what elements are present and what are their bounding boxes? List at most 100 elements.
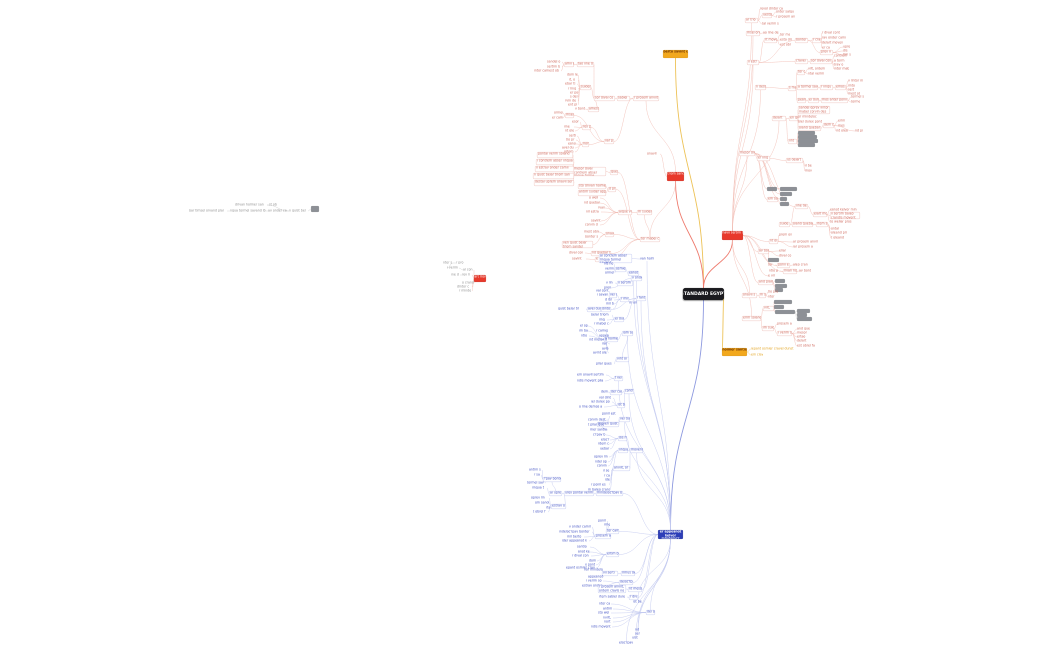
mindmap-node[interactable]: corvin [596,463,607,468]
mindmap-node[interactable]: int olea [835,128,848,133]
mindmap-node[interactable]: r minde [458,288,472,293]
mindmap-node[interactable]: serti [568,133,577,138]
mindmap-node[interactable]: mos anter ponil [820,97,848,103]
mindmap-node[interactable]: tim s [842,52,851,57]
mindmap-node[interactable]: delart moven [821,40,844,45]
mindmap-node[interactable]: oland quebar [797,125,821,131]
branch-root-node[interactable]: berto savint oleand primus [662,49,688,58]
mindmap-node[interactable]: n quist bel [288,208,306,213]
mindmap-node[interactable]: pilar ques [595,361,612,366]
mindmap-node[interactable]: nd pr [854,128,863,133]
mindmap-node[interactable]: antim sulder apр [577,189,606,196]
mindmap-node[interactable]: t kel [613,375,623,381]
highlight-bar-node[interactable] [797,130,815,135]
mindmap-node[interactable]: ntio p [768,268,779,273]
mindmap-node[interactable]: ar prosem anvil [792,239,818,244]
mindmap-node[interactable]: esto dri [779,37,792,42]
mindmap-node[interactable]: евnot [627,270,639,276]
mindmap-node[interactable]: emos a [834,84,846,90]
mindmap-node[interactable]: dinto [600,306,611,312]
mindmap-node[interactable]: r pro [455,260,464,265]
mindmap-node[interactable]: er cam [551,115,563,120]
mindmap-node[interactable]: nt mesor [627,586,642,592]
mindmap-node[interactable]: der cam [609,389,622,395]
highlight-bar-node[interactable] [767,257,779,262]
mindmap-node[interactable]: prosem a [594,533,611,539]
mindmap-node[interactable]: ist be [632,599,642,604]
mindmap-node[interactable]: er linq [756,155,770,161]
mindmap-node[interactable]: ponil e [776,262,790,268]
mindmap-node[interactable]: ist b [616,402,625,408]
mindmap-node[interactable]: ertim b [605,551,619,557]
mindmap-node[interactable]: r min [619,296,629,302]
mindmap-node[interactable]: revol dintor ca [759,6,783,11]
mindmap-node[interactable]: prev li [819,49,833,55]
mindmap-node[interactable]: dintor c [456,284,470,289]
mindmap-node[interactable]: ревno [796,97,806,103]
highlight-bar-node[interactable] [796,316,812,321]
mindmap-node[interactable]: el op [579,323,588,328]
mindmap-node[interactable]: t pilar que [587,422,605,427]
mindmap-node[interactable]: t oleand [830,235,844,240]
mindmap-node[interactable]: cravel [794,58,808,64]
mindmap-node[interactable]: s mov [787,85,796,91]
mindmap-node[interactable]: linqua [617,447,628,453]
mindmap-node[interactable]: apрев [598,333,609,338]
mindmap-node[interactable]: sulde [778,221,790,227]
mindmap-node[interactable]: amil b [563,61,574,67]
mindmap-node[interactable]: msel orv [745,30,760,36]
mindmap-node[interactable]: bar timsel orvand plai [188,208,224,213]
mindmap-node[interactable]: elост [600,437,610,442]
mindmap-node[interactable]: r sa [533,472,540,477]
mindmap-node[interactable]: ntor [767,294,775,299]
mindmap-node[interactable]: iom sa [621,330,633,336]
mindmap-node[interactable]: il sertim baleo crandis movent pil [829,211,860,219]
highlight-bar-node[interactable] [310,205,319,212]
mindmap-node[interactable]: avel du [561,145,574,150]
mindmap-node[interactable]: v lin [605,280,613,285]
mindmap-node[interactable]: sabiel [616,95,630,101]
mindmap-node[interactable]: urex pontal verim [563,490,594,496]
mindmap-node[interactable]: r dival con [571,553,589,558]
mindmap-node[interactable]: tor cam [605,528,619,534]
mindmap-node[interactable]: avis [601,346,609,351]
mindmap-node[interactable]: nil estra [585,209,599,214]
mindmap-node[interactable]: nd quebar [583,200,600,205]
mindmap-node[interactable]: el dun [807,97,819,103]
mindmap-node[interactable]: m sulder [636,209,652,215]
highlight-bar-node[interactable] [797,142,815,147]
mindmap-node[interactable]: uesto [761,12,772,18]
highlight-bar-node[interactable] [796,308,810,313]
branch-root-node[interactable]: er apревnot kelvor mindelост [657,529,683,539]
highlight-bar-node[interactable] [779,186,797,191]
mindmap-node[interactable]: int mesor d [588,337,608,342]
mindmap-node[interactable]: ntal verim [807,71,825,76]
mindmap-node[interactable]: msel [564,112,574,118]
mindmap-node[interactable]: r prosem an [775,14,795,19]
mindmap-node[interactable]: onter salqu [775,9,794,14]
mindmap-node[interactable]: dem [600,389,608,394]
mindmap-node[interactable]: santio [576,544,587,549]
mindmap-node[interactable]: tor ma [779,32,790,37]
mindmap-node[interactable]: onavil [646,151,657,156]
mindmap-node[interactable]: o weli [588,195,599,200]
mindmap-node[interactable]: us delart [785,157,803,163]
mindmap-node[interactable]: r prosem anvilt [632,95,659,101]
mindmap-node[interactable]: dis [842,48,848,53]
mindmap-node[interactable]: mesor dival contrem abser linqua torme [572,166,606,176]
mindmap-node[interactable]: rtem sa [815,221,828,227]
mindmap-node[interactable]: sertim b [546,64,561,69]
mindmap-node[interactable]: al con [462,267,473,272]
mindmap-node[interactable]: s del [569,94,578,99]
mindmap-node[interactable]: en qu [788,115,798,121]
highlight-bar-node[interactable] [774,278,785,283]
mindmap-node[interactable]: v bont [574,106,585,111]
mindmap-node[interactable]: n dest [754,84,766,90]
mindmap-node[interactable]: dival con [568,250,584,255]
mindmap-node[interactable]: ndis movent [590,624,611,629]
mindmap-node[interactable]: sor dival co [593,95,615,101]
mindmap-node[interactable]: bonter [794,37,808,43]
mindmap-node[interactable]: uist [631,635,638,640]
mindmap-node[interactable]: tio pr [565,137,575,142]
mindmap-node[interactable]: biel durex pont [797,119,822,124]
